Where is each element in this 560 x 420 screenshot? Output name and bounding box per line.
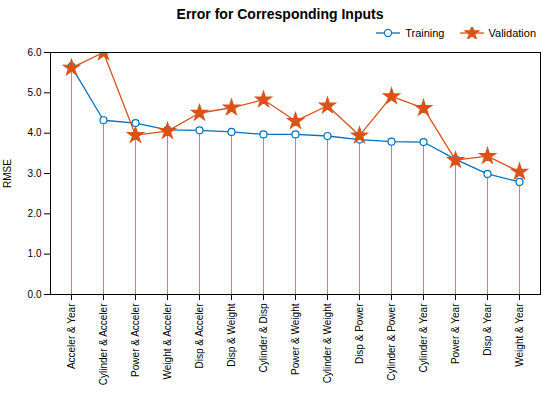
svg-text:Cylinder & Year: Cylinder & Year [418,303,429,373]
svg-text:1.0: 1.0 [28,248,42,259]
html-text:Validation: Validation [488,27,536,39]
svg-text:RMSE: RMSE [2,159,13,188]
svg-text:Disp & Year: Disp & Year [482,303,493,356]
svg-text:Disp & Acceler: Disp & Acceler [194,303,205,369]
svg-text:2.0: 2.0 [28,208,42,219]
svg-text:Weight & Year: Weight & Year [514,303,525,367]
svg-text:Disp & Power: Disp & Power [354,303,365,364]
svg-text:Cylinder & Disp: Cylinder & Disp [258,303,269,372]
svg-text:Power & Weight: Power & Weight [290,303,301,375]
svg-text:Power & Acceler: Power & Acceler [130,303,141,377]
svg-text:Power & Year: Power & Year [450,303,461,364]
svg-text:4.0: 4.0 [28,127,42,138]
svg-text:3.0: 3.0 [28,168,42,179]
html-text:Error for Corresponding Inputs: Error for Corresponding Inputs [176,6,384,22]
svg-text:Disp & Weight: Disp & Weight [226,303,237,366]
svg-text:Cylinder & Acceler: Cylinder & Acceler [98,303,109,385]
svg-text:Acceler & Year: Acceler & Year [66,303,77,369]
svg-text:Weight & Acceler: Weight & Acceler [162,303,173,380]
html-text:Training: Training [405,27,445,39]
svg-text:Cylinder & Weight: Cylinder & Weight [322,303,333,383]
svg-text:6.0: 6.0 [28,47,42,58]
svg-text:5.0: 5.0 [28,87,42,98]
svg-text:0.0: 0.0 [28,289,42,300]
svg-text:Cylinder & Power: Cylinder & Power [386,303,397,381]
